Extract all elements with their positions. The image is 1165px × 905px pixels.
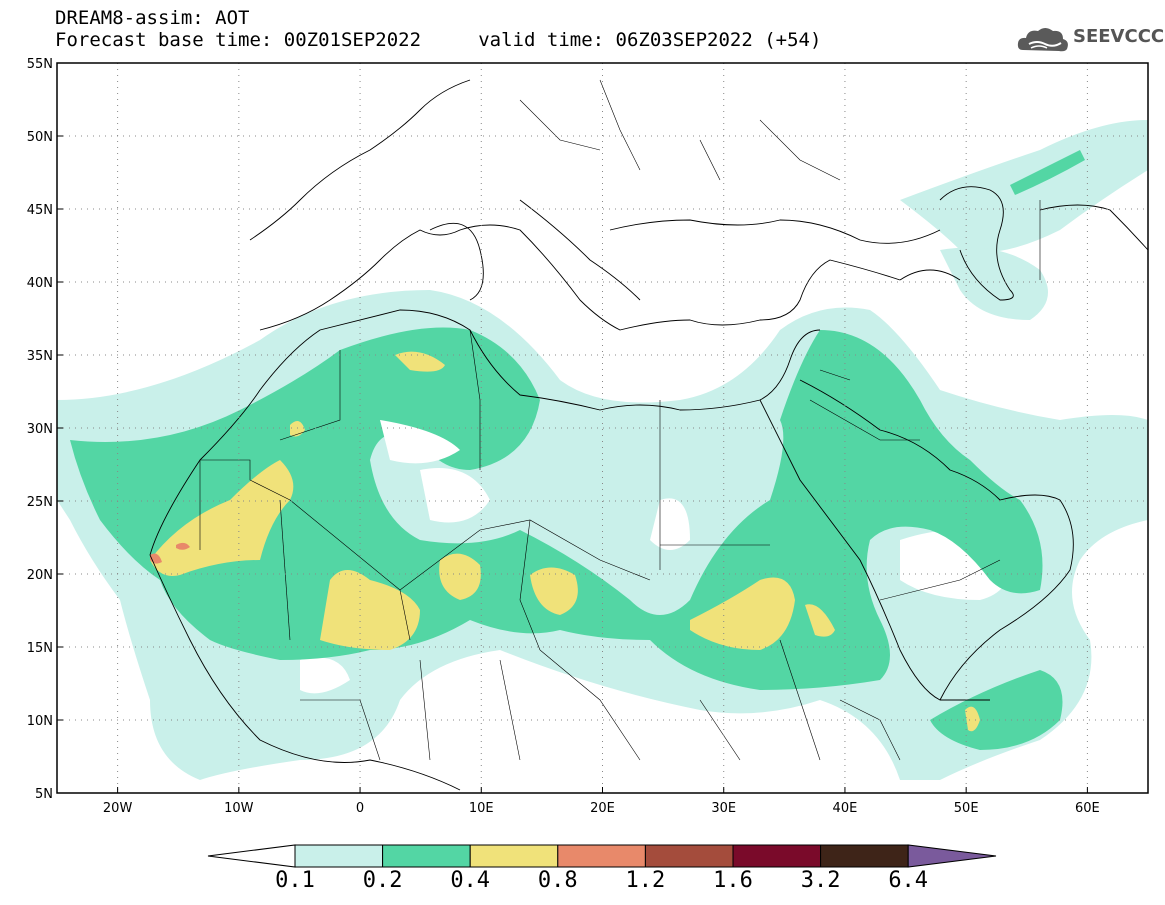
lon-label: 50E <box>954 801 979 816</box>
axis-ticks <box>57 62 1088 794</box>
colorbar-level-label: 0.1 <box>275 868 315 893</box>
lon-label: 0 <box>356 801 364 816</box>
cloud-icon <box>1017 28 1068 52</box>
colorbar-segment <box>732 844 822 868</box>
colorbar-level-label: 0.8 <box>537 868 578 893</box>
longitude-labels: 20W 10W 0 10E 20E 30E 40E 50E 60E <box>103 801 1100 816</box>
aot-contour-0.8 <box>176 542 190 550</box>
lat-label: 45N <box>27 203 53 218</box>
colorbar-segment <box>469 844 559 868</box>
colorbar-over-triangle <box>907 844 997 868</box>
lon-label: 60E <box>1075 801 1100 816</box>
aot-field <box>57 63 1148 793</box>
lon-label: 20E <box>590 801 615 816</box>
colorbar-segment <box>644 844 734 868</box>
lat-label: 20N <box>27 568 53 583</box>
lat-label: 15N <box>27 641 53 656</box>
lat-label: 40N <box>27 276 53 291</box>
lon-label: 10E <box>469 801 494 816</box>
latitude-labels: 55N 50N 45N 40N 35N 30N 25N 20N 15N 10N 5N <box>27 57 53 802</box>
coastlines <box>149 79 1148 791</box>
chart-title: DREAM8-assim: AOT <box>55 7 250 29</box>
colorbar-level-label: 6.4 <box>888 868 929 893</box>
lon-label: 30E <box>711 801 736 816</box>
colorbar <box>207 844 997 868</box>
colorbar-segment <box>382 844 471 868</box>
lon-label: 20W <box>103 801 133 816</box>
colorbar-segment <box>557 844 646 868</box>
chart-subtitle: Forecast base time: 00Z01SEP2022 valid t… <box>55 29 822 51</box>
lat-label: 25N <box>27 495 53 510</box>
colorbar-segment <box>820 844 909 868</box>
colorbar-level-label: 1.6 <box>713 868 753 893</box>
aot-contour-0.2 <box>70 327 1043 690</box>
borders <box>199 79 1041 761</box>
lat-label: 35N <box>27 349 53 364</box>
colorbar-level-label: 3.2 <box>800 868 841 893</box>
lat-label: 30N <box>27 422 53 437</box>
colorbar-segment <box>294 844 384 868</box>
lon-label: 10W <box>224 801 254 816</box>
colorbar-under-triangle <box>207 844 296 868</box>
lat-label: 10N <box>27 714 53 729</box>
lat-label: 55N <box>27 57 53 72</box>
lat-label: 5N <box>35 787 53 802</box>
lat-label: 50N <box>27 130 53 145</box>
colorbar-level-label: 0.4 <box>450 868 491 893</box>
seevccc-logo: SEEVCCC <box>1015 22 1164 62</box>
colorbar-level-label: 1.2 <box>625 868 666 893</box>
colorbar-level-label: 0.2 <box>362 868 403 893</box>
lon-label: 40E <box>833 801 858 816</box>
logo-text: SEEVCCC <box>1073 26 1165 47</box>
